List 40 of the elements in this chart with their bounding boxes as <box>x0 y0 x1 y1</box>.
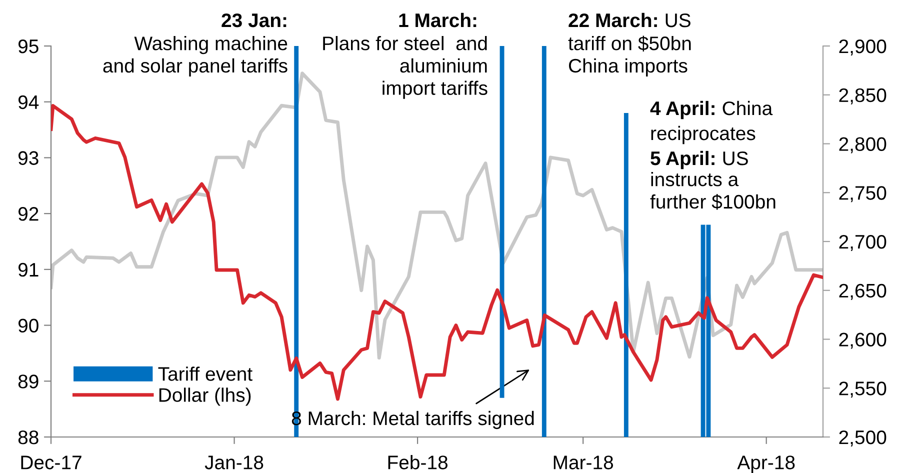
y-tick-label: 88 <box>18 430 38 444</box>
x-tick-label: Jan-18 <box>204 456 264 470</box>
annotation: Washing machine and solar panel tariffs <box>103 36 288 76</box>
text: 1 March: <box>399 12 476 28</box>
x-tick-label: Feb-18 <box>388 455 448 470</box>
y-tick-label: 92 <box>18 207 38 221</box>
y2-tick-label: 2,850 <box>839 88 886 104</box>
x-tick-label: Dec-17 <box>21 456 82 470</box>
annotation: tariff on $50bn China imports <box>568 36 691 76</box>
annotation: 5 April: <box>650 150 714 170</box>
y-tick-label: 95 <box>18 39 38 54</box>
annotation: reciprocates <box>651 126 756 144</box>
y2-tick-label: 2,600 <box>839 332 886 349</box>
text: 22 March: <box>568 12 657 28</box>
y2-tick-label: 2,900 <box>839 39 886 56</box>
y2-tick-label: 2,500 <box>839 430 886 447</box>
text: 23 Jan: <box>222 13 286 28</box>
y-tick-label: 90 <box>18 318 38 333</box>
y-tick-label: 94 <box>18 95 39 110</box>
bar <box>624 113 628 437</box>
annotation: China <box>722 100 773 116</box>
bar <box>542 46 546 437</box>
y2-tick-label: 2,650 <box>839 284 886 300</box>
text: US <box>666 13 690 28</box>
annotation: 4 April: <box>650 100 714 120</box>
x-tick-label: Apr-18 <box>737 456 795 473</box>
y2-tick-label: 2,700 <box>839 234 886 252</box>
y-tick-label: 91 <box>18 262 38 277</box>
legend-label: Tariff event <box>158 366 252 381</box>
y2-tick-label: 2,800 <box>839 137 886 154</box>
annotation: US <box>723 151 748 166</box>
y2-tick-label: 2,750 <box>839 186 886 202</box>
annotation: instructs a further $100bn <box>650 172 776 210</box>
y-tick-label: 93 <box>18 151 38 165</box>
legend-label: Dollar (lhs) <box>159 388 251 406</box>
bar <box>294 46 299 437</box>
y2-tick-label: 2,550 <box>839 382 886 398</box>
x-tick-label: Mar-18 <box>554 456 614 470</box>
y-tick-label: 89 <box>18 374 38 388</box>
annotation: Plans for steel and aluminium import tariffs <box>323 36 488 99</box>
